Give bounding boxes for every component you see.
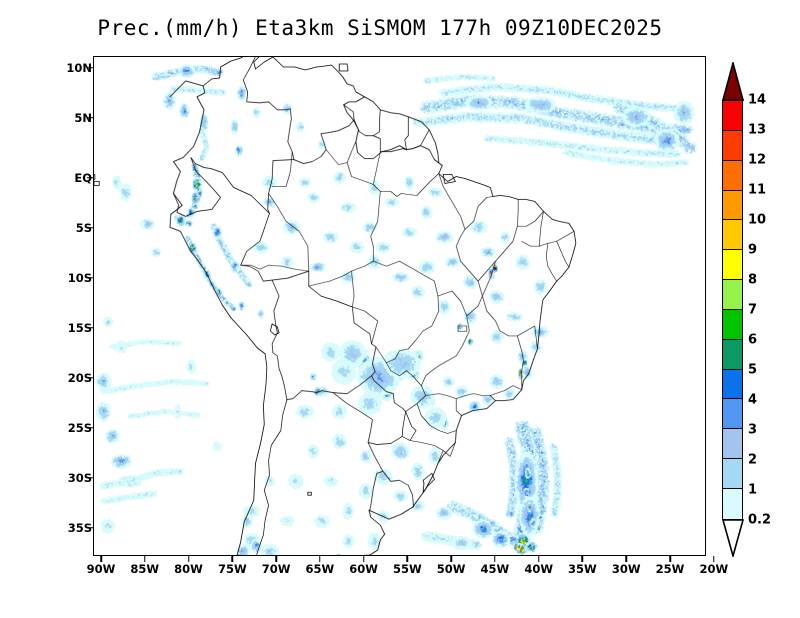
x-axis-tick-label: 80W bbox=[174, 562, 203, 576]
y-axis-tick-label: 25S bbox=[67, 420, 92, 435]
colorbar-band bbox=[723, 429, 742, 460]
x-axis-tick-mark bbox=[494, 556, 496, 562]
map-plot-area[interactable] bbox=[93, 56, 706, 556]
y-axis-tick-mark bbox=[87, 477, 93, 479]
colorbar bbox=[722, 100, 743, 520]
y-axis-tick-mark bbox=[87, 377, 93, 379]
x-axis-tick-mark bbox=[231, 556, 234, 562]
colorbar-under-arrow bbox=[721, 519, 744, 557]
x-axis-tick-label: 35W bbox=[568, 562, 597, 576]
x-axis-tick-mark bbox=[362, 556, 365, 562]
x-axis-tick-label: 25W bbox=[655, 562, 685, 576]
y-axis-tick-mark bbox=[87, 67, 93, 69]
precipitation-map-canvas bbox=[94, 57, 705, 555]
colorbar-band bbox=[723, 369, 742, 400]
x-axis-tick-label: 70W bbox=[261, 562, 291, 576]
colorbar-band bbox=[723, 459, 742, 489]
y-axis-tick-mark bbox=[87, 277, 93, 279]
colorbar-band bbox=[723, 101, 742, 131]
x-axis-tick-mark bbox=[450, 556, 452, 562]
x-axis-tick-label: 75W bbox=[217, 562, 247, 576]
x-axis-tick-mark bbox=[581, 556, 584, 562]
x-axis-tick-mark bbox=[713, 556, 715, 562]
x-axis-tick-label: 40W bbox=[524, 562, 554, 576]
x-axis-tick-mark bbox=[187, 556, 190, 562]
x-axis-tick-label: 55W bbox=[393, 562, 422, 576]
colorbar-band bbox=[723, 399, 742, 430]
y-axis-tick-label: 20S bbox=[67, 370, 92, 385]
colorbar-tick-label: 9 bbox=[748, 242, 758, 258]
colorbar-band bbox=[723, 339, 742, 370]
chart-title: Prec.(mm/h) Eta3km SiSMOM 177h 09Z10DEC2… bbox=[97, 16, 663, 40]
colorbar-tick-label: 8 bbox=[748, 272, 758, 288]
y-axis-tick-label: 35S bbox=[67, 520, 92, 535]
y-axis-tick-label: EQ bbox=[74, 170, 92, 185]
colorbar-band bbox=[723, 160, 742, 191]
x-axis-tick-mark bbox=[537, 556, 540, 562]
colorbar-band bbox=[723, 190, 742, 221]
colorbar-band bbox=[723, 280, 742, 310]
y-axis-tick-mark bbox=[87, 427, 93, 429]
colorbar-band bbox=[723, 309, 742, 340]
colorbar-tick-label: 10 bbox=[748, 212, 767, 228]
x-axis-tick-mark bbox=[625, 556, 627, 562]
y-axis-tick-mark bbox=[87, 177, 93, 179]
colorbar-tick-label: 6 bbox=[748, 332, 758, 348]
colorbar-tick-label: 12 bbox=[748, 152, 767, 168]
colorbar-band bbox=[723, 250, 742, 281]
colorbar-tick-label: 14 bbox=[748, 92, 767, 108]
colorbar-band bbox=[723, 130, 742, 161]
x-axis-tick-mark bbox=[100, 556, 102, 562]
y-axis-tick-label: 10S bbox=[67, 270, 92, 285]
x-axis-tick-label: 90W bbox=[86, 562, 116, 576]
x-axis-tick-label: 45W bbox=[480, 562, 510, 576]
y-axis-tick-mark bbox=[87, 327, 93, 329]
colorbar-tick-label: 13 bbox=[748, 122, 767, 138]
x-axis-tick-label: 60W bbox=[349, 562, 378, 576]
colorbar-tick-label: 1 bbox=[748, 482, 758, 498]
y-axis-tick-label: 15S bbox=[67, 320, 92, 335]
y-axis-tick-label: 10N bbox=[66, 60, 92, 75]
colorbar-tick-label: 0.2 bbox=[748, 512, 772, 528]
x-axis-tick-mark bbox=[143, 556, 146, 562]
x-axis-tick-mark bbox=[275, 556, 277, 562]
x-axis-tick-mark bbox=[669, 556, 671, 562]
y-axis-tick-label: 5S bbox=[75, 220, 92, 235]
colorbar-over-arrow-outline bbox=[721, 62, 744, 101]
colorbar-tick-label: 7 bbox=[748, 302, 758, 318]
y-axis-tick-label: 30S bbox=[67, 470, 92, 485]
colorbar-tick-label: 2 bbox=[748, 452, 758, 468]
colorbar-tick-label: 3 bbox=[748, 422, 758, 438]
x-axis-tick-label: 30W bbox=[611, 562, 641, 576]
x-axis-tick-label: 50W bbox=[436, 562, 466, 576]
colorbar-band bbox=[723, 488, 742, 519]
x-axis-tick-label: 20W bbox=[699, 562, 729, 576]
x-axis-tick-label: 65W bbox=[305, 562, 335, 576]
y-axis-tick-mark bbox=[87, 527, 93, 529]
y-axis-tick-label: 5N bbox=[74, 110, 92, 125]
colorbar-tick-label: 4 bbox=[748, 392, 758, 408]
colorbar-tick-label: 11 bbox=[748, 182, 767, 198]
x-axis-tick-mark bbox=[319, 556, 321, 562]
x-axis-tick-mark bbox=[406, 556, 409, 562]
colorbar-tick-label: 5 bbox=[748, 362, 758, 378]
x-axis-tick-label: 85W bbox=[130, 562, 160, 576]
y-axis-tick-mark bbox=[87, 117, 93, 119]
y-axis-tick-mark bbox=[87, 227, 93, 229]
colorbar-band bbox=[723, 220, 742, 251]
